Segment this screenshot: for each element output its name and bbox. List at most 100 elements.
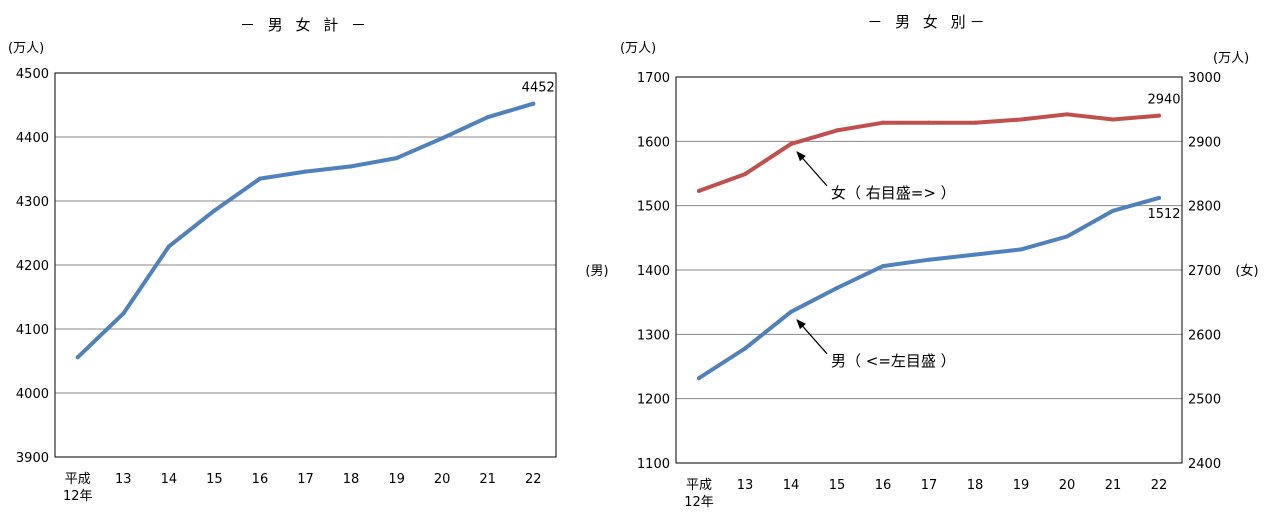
x-tick-label: 22	[1151, 478, 1168, 493]
x-tick-line: 18	[967, 478, 984, 493]
y-tick-label-left: 4000	[16, 387, 49, 402]
y-tick-label-right: 2800	[1188, 200, 1221, 215]
x-tick-line: 18	[343, 472, 360, 487]
data-point	[835, 286, 839, 291]
x-tick-label: 19	[388, 472, 405, 487]
y-tick-label-left: 4300	[16, 195, 49, 210]
y-tick-label-left: 4500	[16, 67, 49, 82]
data-point	[881, 264, 885, 269]
data-point	[697, 188, 701, 193]
x-tick-label: 15	[206, 472, 223, 487]
chart-title-0: － 男 女 計 －	[240, 16, 370, 34]
x-tick-line: 16	[875, 478, 892, 493]
x-tick-label: 21	[1105, 478, 1122, 493]
x-tick-line: 19	[1013, 478, 1030, 493]
y-tick-label-left: 4400	[16, 131, 49, 146]
x-tick-label: 17	[921, 478, 938, 493]
series-line-0	[75, 101, 536, 360]
data-point	[257, 176, 262, 181]
x-tick-label: 15	[829, 478, 846, 493]
data-point	[531, 101, 536, 106]
unit-label-right-1: (万人)	[1213, 51, 1249, 66]
x-tick-line: 16	[252, 472, 269, 487]
data-point	[743, 346, 747, 351]
x-tick-line: 20	[1059, 478, 1076, 493]
y-tick-label-left: 1700	[637, 71, 670, 86]
x-tick-line: 20	[434, 472, 451, 487]
plot-area-frame	[675, 76, 1183, 464]
x-tick-label: 20	[434, 472, 451, 487]
y-tick-label-left: 3900	[16, 451, 49, 466]
data-point	[166, 244, 171, 249]
data-point	[440, 136, 445, 141]
data-point	[1065, 234, 1069, 239]
x-tick-label: 17	[297, 472, 314, 487]
y-tick-label-right: 2400	[1188, 457, 1221, 472]
x-tick-label: 19	[1013, 478, 1030, 493]
unit-label-0: (万人)	[8, 41, 44, 56]
x-tick-label: 21	[479, 472, 496, 487]
series-line-1	[697, 112, 1161, 193]
y-tick-label-left: 1400	[637, 264, 670, 279]
x-tick-line: 14	[161, 472, 178, 487]
y-tick-label-left: 1500	[637, 200, 670, 215]
annotation-arrow	[796, 151, 828, 187]
data-point	[1019, 117, 1023, 122]
y-tick-label-left: 4200	[16, 259, 49, 274]
x-tick-line: 13	[737, 478, 754, 493]
x-tick-line: 22	[1151, 478, 1168, 493]
x-tick-line: 平成	[65, 472, 91, 487]
unit-label-left-1: (万人)	[620, 41, 656, 56]
x-tick-line: 17	[921, 478, 938, 493]
data-point	[1111, 208, 1115, 213]
x-tick-line: 12年	[63, 489, 93, 504]
x-tick-line: 14	[783, 478, 800, 493]
y-tick-label-right: 3000	[1188, 71, 1221, 86]
data-point	[212, 208, 217, 213]
x-tick-line: 13	[115, 472, 132, 487]
annotation-label: 男（ <=左目盛 ）	[831, 352, 956, 370]
x-tick-label: 18	[967, 478, 984, 493]
x-tick-label: 14	[783, 478, 800, 493]
data-point	[789, 141, 793, 146]
data-point	[881, 120, 885, 125]
data-point	[1157, 113, 1161, 118]
x-tick-label: 16	[875, 478, 892, 493]
x-tick-line: 21	[1105, 478, 1122, 493]
chart-title-1: － 男 女 別－	[867, 13, 988, 31]
x-tick-line: 22	[525, 472, 542, 487]
x-tick-label: 14	[161, 472, 178, 487]
x-tick-line: 17	[297, 472, 314, 487]
x-tick-label: 22	[525, 472, 542, 487]
x-tick-line: 12年	[684, 495, 714, 510]
x-tick-label: 13	[115, 472, 132, 487]
data-point	[927, 257, 931, 262]
y-tick-label-left: 1100	[637, 457, 670, 472]
y-tick-label-right: 2500	[1188, 393, 1221, 408]
y-tick-label-left: 1300	[637, 328, 670, 343]
x-tick-line: 15	[206, 472, 223, 487]
data-point	[927, 120, 931, 125]
x-tick-line: 19	[388, 472, 405, 487]
x-tick-label: 16	[252, 472, 269, 487]
data-point	[349, 164, 354, 169]
data-point	[1157, 195, 1161, 200]
data-label: 4452	[522, 81, 555, 96]
x-tick-label: 20	[1059, 478, 1076, 493]
data-point	[1019, 247, 1023, 252]
y-tick-label-right: 2700	[1188, 264, 1221, 279]
x-tick-label: 13	[737, 478, 754, 493]
data-label: 1512	[1147, 207, 1180, 222]
y-axis-label-right: (女)	[1235, 263, 1258, 279]
data-point	[485, 115, 490, 120]
data-point	[973, 252, 977, 257]
data-point	[973, 120, 977, 125]
data-label: 2940	[1147, 93, 1180, 108]
y-tick-label-right: 2600	[1188, 328, 1221, 343]
x-tick-line: 平成	[686, 478, 712, 493]
y-tick-label-left: 1600	[637, 135, 670, 150]
x-tick-label: 平成 12年	[63, 472, 93, 504]
data-point	[789, 309, 793, 314]
data-point	[1111, 117, 1115, 122]
